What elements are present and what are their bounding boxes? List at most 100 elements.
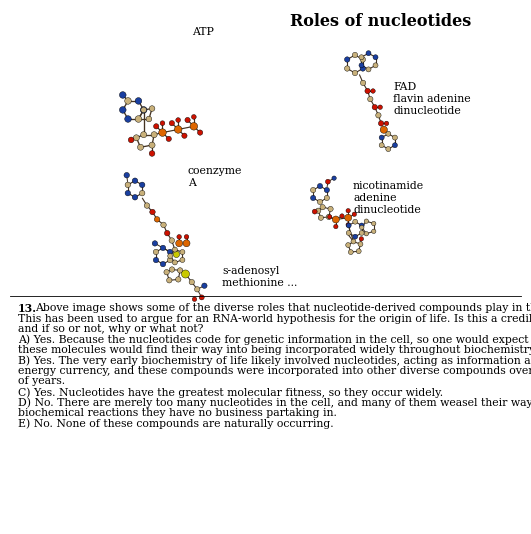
Circle shape <box>149 106 155 112</box>
Circle shape <box>144 203 150 208</box>
Circle shape <box>315 208 321 214</box>
Text: flavin adenine: flavin adenine <box>393 94 470 104</box>
Circle shape <box>346 231 351 235</box>
Circle shape <box>185 117 190 123</box>
Circle shape <box>168 254 173 258</box>
Circle shape <box>180 257 185 263</box>
Circle shape <box>372 229 376 233</box>
Circle shape <box>155 217 160 222</box>
Circle shape <box>345 214 352 221</box>
Circle shape <box>380 126 388 134</box>
Text: ATP: ATP <box>192 27 214 37</box>
Text: dinucleotide: dinucleotide <box>393 106 461 116</box>
Circle shape <box>202 283 207 288</box>
Circle shape <box>384 121 389 125</box>
Circle shape <box>366 67 371 72</box>
Circle shape <box>176 117 181 122</box>
Text: biochemical reactions they have no business partaking in.: biochemical reactions they have no busin… <box>18 408 337 418</box>
Text: E) No. None of these compounds are naturally occurring.: E) No. None of these compounds are natur… <box>18 419 333 429</box>
Text: Above image shows some of the diverse roles that nucleotide-derived compounds pl: Above image shows some of the diverse ro… <box>35 303 531 313</box>
Circle shape <box>169 121 175 126</box>
Circle shape <box>198 130 203 135</box>
Circle shape <box>132 178 138 184</box>
Text: these molecules would find their way into being incorporated widely throughout b: these molecules would find their way int… <box>18 345 531 355</box>
Text: nicotinamide: nicotinamide <box>353 181 424 191</box>
Circle shape <box>176 277 181 282</box>
Circle shape <box>346 223 350 227</box>
Circle shape <box>133 135 140 141</box>
Circle shape <box>169 238 175 244</box>
Circle shape <box>352 52 358 58</box>
Circle shape <box>140 107 147 113</box>
Text: C) Yes. Nucleotides have the greatest molecular fitness, so they occur widely.: C) Yes. Nucleotides have the greatest mo… <box>18 387 443 397</box>
Circle shape <box>174 125 182 134</box>
Circle shape <box>140 191 145 196</box>
Circle shape <box>189 279 194 285</box>
Circle shape <box>160 245 166 250</box>
Circle shape <box>318 184 323 189</box>
Circle shape <box>167 278 172 283</box>
Text: B) Yes. The very early biochemistry of life likely involved nucleotides, acting : B) Yes. The very early biochemistry of l… <box>18 356 531 366</box>
Circle shape <box>373 54 378 60</box>
Circle shape <box>318 199 323 205</box>
Circle shape <box>173 251 179 257</box>
Circle shape <box>392 143 397 148</box>
Text: dinucleotide: dinucleotide <box>353 205 421 215</box>
Circle shape <box>311 187 316 193</box>
Circle shape <box>356 249 361 254</box>
Circle shape <box>371 89 375 93</box>
Text: Roles of nucleotides: Roles of nucleotides <box>290 13 471 30</box>
Circle shape <box>177 268 183 273</box>
Circle shape <box>365 88 370 93</box>
Circle shape <box>153 124 159 129</box>
Circle shape <box>379 135 384 140</box>
Circle shape <box>190 122 198 130</box>
Circle shape <box>358 242 363 247</box>
Text: and if so or not, why or what not?: and if so or not, why or what not? <box>18 324 203 334</box>
Text: s-adenosyl: s-adenosyl <box>222 266 279 276</box>
Circle shape <box>182 270 190 278</box>
Circle shape <box>312 209 317 214</box>
Circle shape <box>194 287 200 292</box>
Circle shape <box>173 260 177 265</box>
Circle shape <box>326 179 330 184</box>
Circle shape <box>138 144 143 150</box>
Circle shape <box>167 249 173 255</box>
Text: 13.: 13. <box>18 303 37 314</box>
Circle shape <box>345 57 350 62</box>
Circle shape <box>332 176 336 180</box>
Circle shape <box>124 172 130 178</box>
Circle shape <box>159 129 166 136</box>
Circle shape <box>164 270 169 275</box>
Circle shape <box>165 230 170 236</box>
Circle shape <box>332 216 339 223</box>
Circle shape <box>346 208 350 213</box>
Text: adenine: adenine <box>353 193 397 203</box>
Circle shape <box>192 297 197 302</box>
Circle shape <box>152 241 158 246</box>
Circle shape <box>346 223 351 228</box>
Circle shape <box>359 237 364 241</box>
Circle shape <box>125 98 131 104</box>
Circle shape <box>176 240 183 247</box>
Circle shape <box>359 223 364 228</box>
Circle shape <box>378 105 382 109</box>
Circle shape <box>182 133 187 138</box>
Circle shape <box>151 132 157 138</box>
Circle shape <box>149 151 155 156</box>
Circle shape <box>160 121 165 125</box>
Circle shape <box>372 222 376 226</box>
Circle shape <box>359 54 364 60</box>
Circle shape <box>167 257 173 263</box>
Circle shape <box>346 242 350 247</box>
Circle shape <box>359 231 364 235</box>
Circle shape <box>328 206 333 211</box>
Circle shape <box>140 182 145 187</box>
Circle shape <box>345 66 350 71</box>
Circle shape <box>199 295 204 300</box>
Circle shape <box>364 232 369 236</box>
Circle shape <box>351 239 356 244</box>
Circle shape <box>169 267 175 272</box>
Circle shape <box>359 63 364 68</box>
Circle shape <box>132 194 138 200</box>
